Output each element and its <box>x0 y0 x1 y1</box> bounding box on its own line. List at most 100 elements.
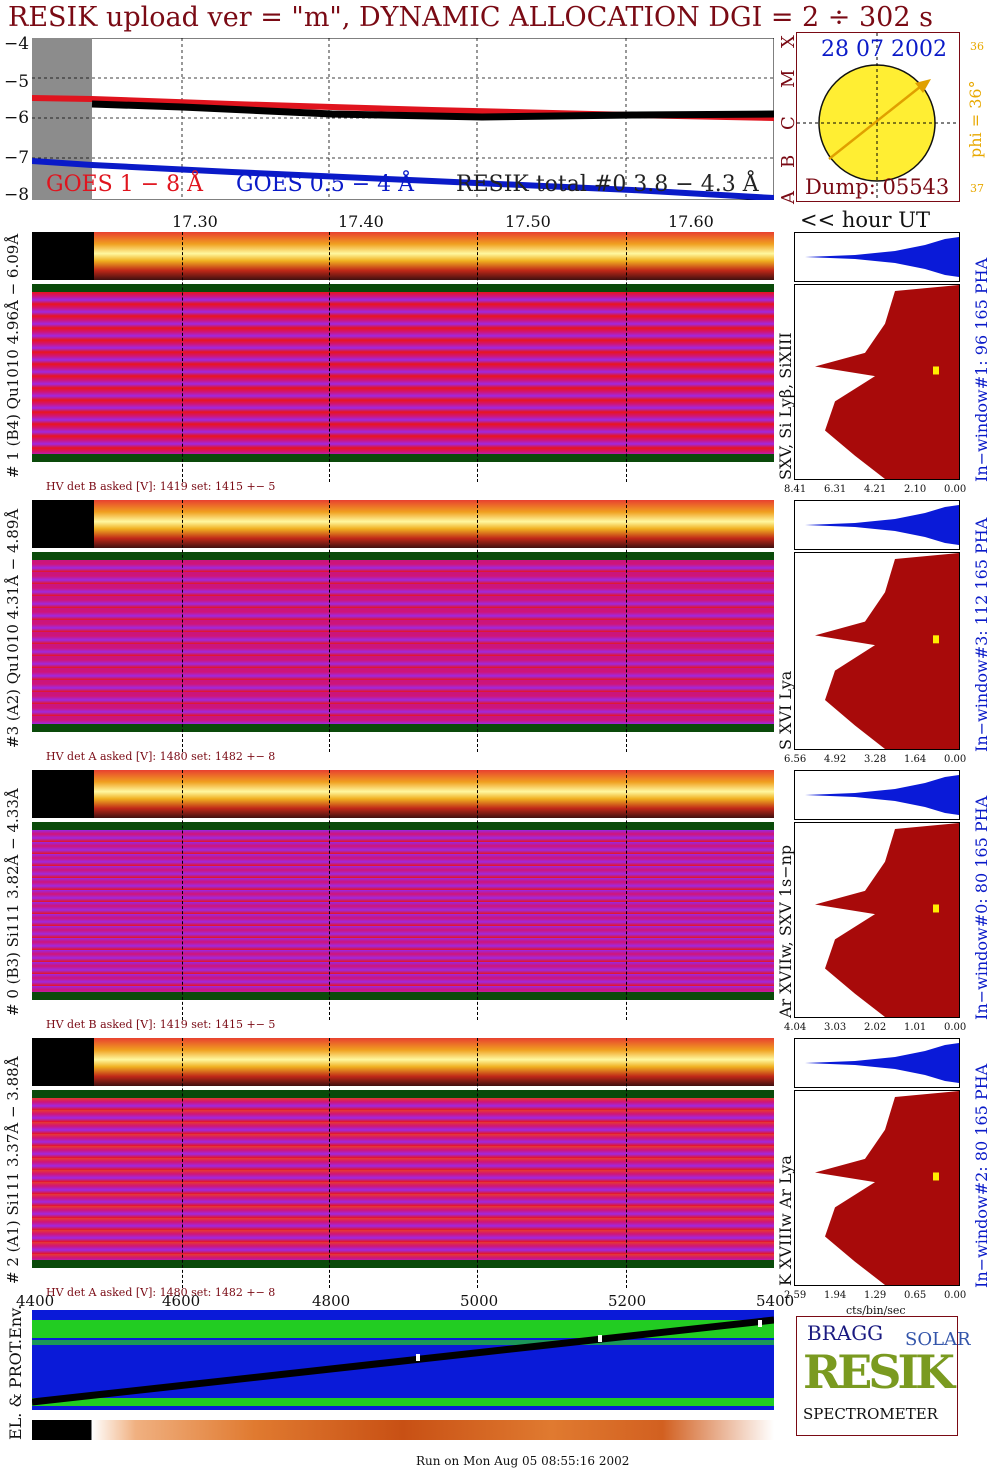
channel-strip <box>32 1038 774 1086</box>
lines-label: S XVI Lya <box>776 670 795 750</box>
bin-tick: 5400 <box>756 1292 795 1310</box>
legend-resik: RESIK total #0 3.8 − 4.3 Å <box>456 172 759 197</box>
data-gap-shade <box>32 38 92 200</box>
sun-panel: 28 07 2002 Dump: 05543 <box>796 32 960 202</box>
sun-date: 28 07 2002 <box>821 37 947 62</box>
time-tick: 17.50 <box>505 212 551 231</box>
logo-resik: RESIK <box>803 1345 955 1399</box>
pha-tick: 3.03 <box>824 1022 847 1033</box>
page-title: RESIK upload ver = "m", DYNAMIC ALLOCATI… <box>8 2 933 33</box>
y-tick: −8 <box>4 185 30 205</box>
lightcurve-panel <box>31 37 775 201</box>
pha-tick: 3.28 <box>864 754 887 765</box>
pha-tick: 0.00 <box>944 484 967 495</box>
window-label: In−window#3: 112 165 PHA <box>972 517 991 752</box>
run-footer: Run on Mon Aug 05 08:55:16 2002 <box>416 1454 630 1468</box>
side-num-bottom: 37 <box>970 182 984 195</box>
legend-goes-long: GOES 1 − 8 Å <box>46 172 204 197</box>
grid-line <box>182 1038 183 1288</box>
pha-tick: 2.59 <box>784 1290 807 1301</box>
pha-tick: 1.94 <box>824 1290 847 1301</box>
strip-gap <box>32 1038 94 1086</box>
grid-line <box>329 770 330 1020</box>
legend-goes-short: GOES 0.5 − 4 Å <box>236 172 415 197</box>
hv-readout: HV det B asked [V]: 1419 set: 1415 +− 5 <box>46 1018 276 1031</box>
goes-short-curve <box>31 158 775 201</box>
grid-line <box>329 232 330 482</box>
window-label: In−window#1: 96 165 PHA <box>972 257 991 482</box>
phi-label: phi = 36° <box>966 80 985 158</box>
pha-tick: 6.31 <box>824 484 847 495</box>
logo-bragg: BRAGG <box>807 1321 884 1345</box>
logo-solar: SOLAR <box>905 1329 971 1350</box>
channel-strip <box>32 770 774 818</box>
grid-line <box>182 232 183 482</box>
grid-line <box>626 770 627 1020</box>
grid-line <box>626 1038 627 1288</box>
pha-tick: 1.64 <box>904 754 927 765</box>
pha-histogram <box>794 822 960 1018</box>
grid-line <box>329 1038 330 1288</box>
logo-spectrometer: SPECTROMETER <box>803 1405 938 1423</box>
channel-label: # 2 (A1) Si111 3.37Å − 3.88Å <box>4 1056 22 1284</box>
pha-small-panel <box>794 770 960 820</box>
dump-id: Dump: 05543 <box>805 175 950 199</box>
pha-tick: 1.01 <box>904 1022 927 1033</box>
grid-line <box>477 770 478 1020</box>
lines-label: SXV, Si Lyβ, SiXIII <box>776 332 795 480</box>
channel-strip <box>32 232 774 280</box>
pha-histogram <box>794 552 960 750</box>
pha-tick: 4.21 <box>864 484 887 495</box>
pha-histogram <box>794 1090 960 1286</box>
time-tick: 17.40 <box>338 212 384 231</box>
pha-tick: 6.56 <box>784 754 807 765</box>
window-label: In−window#2: 80 165 PHA <box>972 1063 991 1288</box>
grid-line <box>182 770 183 1020</box>
sun-disk <box>797 33 959 201</box>
pha-tick: 4.04 <box>784 1022 807 1033</box>
lines-label: K XVIIIw Ar Lya <box>776 1155 795 1286</box>
strip-gap <box>32 500 94 548</box>
lightcurve-plot <box>31 37 775 201</box>
channel-label: # 0 (B3) Si111 3.82Å − 4.33Å <box>4 788 22 1016</box>
pha-small-panel <box>794 232 960 282</box>
bin-tick: 4600 <box>162 1292 201 1310</box>
pha-tick: 2.10 <box>904 484 927 495</box>
pha-small-panel <box>794 1038 960 1088</box>
pha-tick: 8.41 <box>784 484 807 495</box>
y-tick: −4 <box>4 34 30 54</box>
grid-line <box>329 500 330 752</box>
grid-line <box>182 500 183 752</box>
hv-readout: HV det A asked [V]: 1480 set: 1482 +− 8 <box>46 1286 276 1299</box>
pha-histogram <box>794 284 960 480</box>
pha-tick: 4.92 <box>824 754 847 765</box>
time-tick: 17.30 <box>172 212 218 231</box>
env-label: EL. & PROT.Env. <box>6 1304 25 1440</box>
time-unit: << hour UT <box>800 208 930 232</box>
pha-unit: cts/bin/sec <box>846 1304 906 1317</box>
y-tick: −5 <box>4 72 30 92</box>
pha-tick: 0.00 <box>944 1290 967 1301</box>
grid-line <box>626 500 627 752</box>
channel-heatmap <box>32 552 774 732</box>
pha-tick: 1.29 <box>864 1290 887 1301</box>
channel-heatmap <box>32 822 774 1000</box>
resik-curve <box>91 100 775 121</box>
intensity-strip <box>32 1420 774 1440</box>
channel-heatmap <box>32 284 774 462</box>
env-panel <box>31 1310 775 1410</box>
grid-line <box>477 1038 478 1288</box>
pha-tick: 0.00 <box>944 754 967 765</box>
pha-tick: 2.02 <box>864 1022 887 1033</box>
strip-gap <box>32 232 94 280</box>
window-label: In−window#0: 80 165 PHA <box>972 795 991 1020</box>
channel-heatmap <box>32 1090 774 1268</box>
pha-tick: 0.00 <box>944 1022 967 1033</box>
channel-label: # 1 (B4) Qu1010 4.96Å − 6.09Å <box>4 233 22 478</box>
y-tick: −6 <box>4 108 30 128</box>
hv-readout: HV det A asked [V]: 1480 set: 1482 +− 8 <box>46 750 276 763</box>
channel-label: #3 (A2) Qu1010 4.31Å − 4.89Å <box>4 508 22 748</box>
hv-readout: HV det B asked [V]: 1419 set: 1415 +− 5 <box>46 480 276 493</box>
class-letters: X M C B A <box>776 30 799 204</box>
channel-strip <box>32 500 774 548</box>
